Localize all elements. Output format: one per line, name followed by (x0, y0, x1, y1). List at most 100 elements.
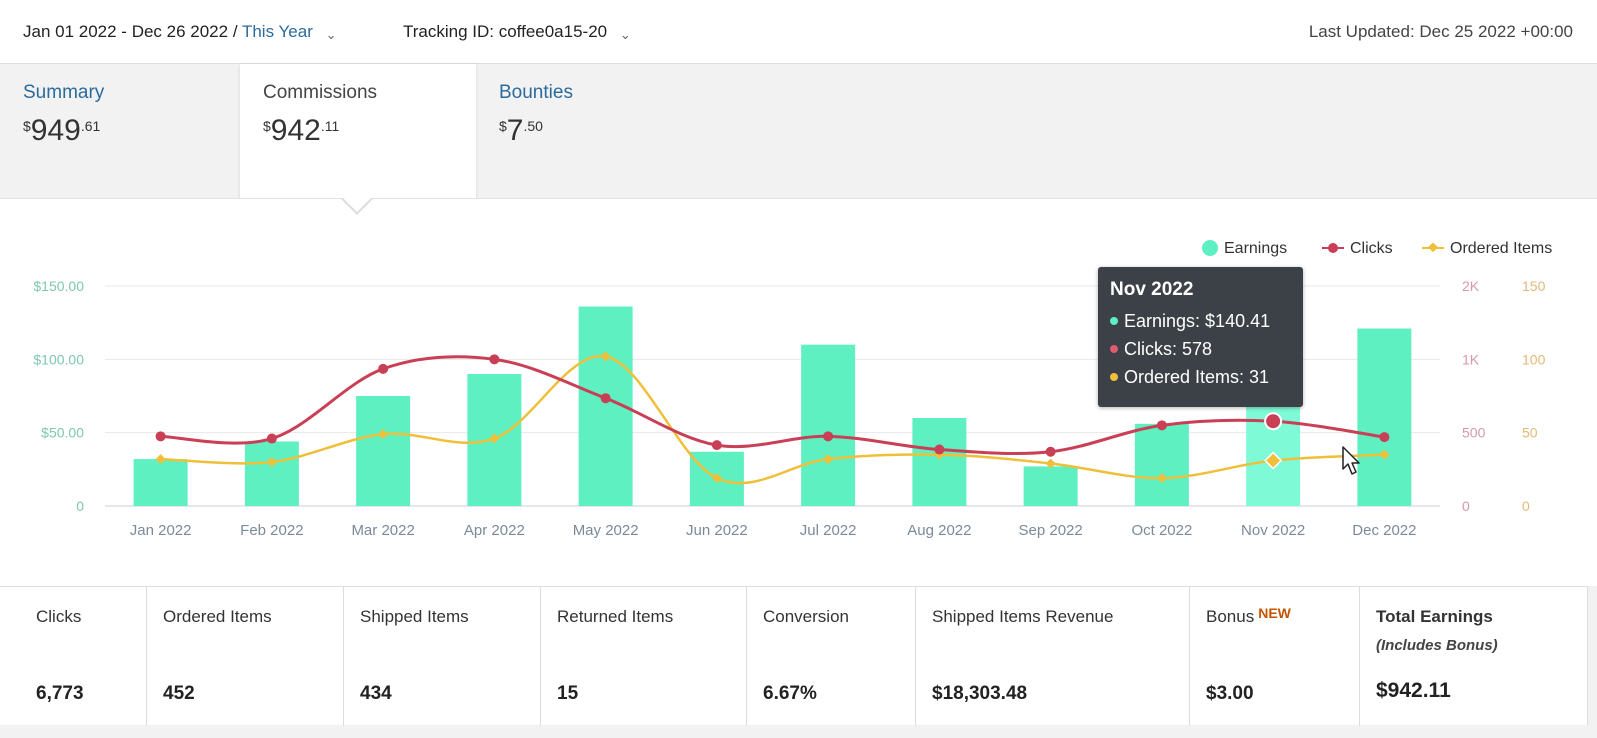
filter-bar: Jan 01 2022 - Dec 26 2022 / This Year ⌄ … (0, 0, 1597, 64)
stat-label: Total Earnings (1376, 607, 1493, 626)
stat-label: Shipped Items (360, 607, 469, 626)
ordered-items-point (266, 456, 277, 468)
clicks-point (489, 354, 500, 365)
x-axis-label: Aug 2022 (907, 522, 971, 539)
chart-legend: Earnings Clicks Ordered Items (1202, 240, 1552, 257)
stat-conversion: Conversion 6.67% (747, 587, 916, 726)
chevron-down-icon[interactable]: ⌄ (619, 27, 631, 42)
earnings-chart[interactable]: 0 0 0 $50.00 500 50 $100.00 1K 100 $150.00 2K 150 Ja… (0, 199, 1597, 587)
ordered-items-point (155, 454, 166, 465)
stats-row: Clicks 6,773 Ordered Items 452 Shipped I… (0, 586, 1588, 726)
tooltip-ordered-items: Ordered Items: 31 (1110, 367, 1291, 388)
x-axis-label: Apr 2022 (464, 522, 525, 539)
earnings-bar (1357, 328, 1412, 506)
date-range-selector[interactable]: Jan 01 2022 - Dec 26 2022 / This Year ⌄ (23, 22, 337, 42)
active-tab-pointer (340, 197, 374, 215)
ordered-items-point (1264, 451, 1283, 470)
tab-bounties[interactable]: Bounties $7.50 (476, 64, 716, 198)
clicks-point (1156, 420, 1167, 431)
x-axis-label: Feb 2022 (240, 522, 303, 539)
mouse-cursor-icon (1342, 446, 1360, 475)
tracking-id-text: Tracking ID: coffee0a15-20 (403, 22, 608, 41)
ordered-items-point (1156, 473, 1167, 484)
ordered-items-point (711, 473, 722, 484)
clicks-point (711, 440, 722, 451)
tracking-id-selector[interactable]: Tracking ID: coffee0a15-20 ⌄ (403, 22, 631, 42)
x-axis-label: Sep 2022 (1019, 522, 1083, 539)
earnings-bar (244, 441, 299, 506)
ordered-items-dot-icon (1110, 373, 1118, 381)
x-axis-label: Oct 2022 (1131, 522, 1192, 539)
tab-label: Summary (23, 82, 105, 103)
legend-clicks-icon (1328, 243, 1338, 253)
tab-amount: $7.50 (499, 114, 543, 147)
clicks-line (160, 355, 1385, 456)
earnings-bar (356, 396, 411, 506)
x-axis-label: Nov 2022 (1241, 522, 1305, 539)
x-axis-label: Jun 2022 (686, 522, 748, 539)
tab-amount: $949.61 (23, 114, 101, 147)
stat-value: 452 (163, 683, 195, 704)
left-axis-tick: 0 (76, 498, 84, 514)
clicks-dot-icon (1110, 345, 1118, 353)
x-axis-label: Mar 2022 (351, 522, 414, 539)
right-axis-tick: 150 (1522, 278, 1546, 294)
stat-sublabel: (Includes Bonus) (1376, 637, 1498, 654)
legend-earnings-icon (1202, 240, 1218, 256)
x-axis-label: May 2022 (573, 522, 639, 539)
ordered-items-point (489, 433, 500, 444)
tooltip-earnings: Earnings: $140.41 (1110, 311, 1291, 332)
stat-value: 15 (557, 683, 579, 704)
tab-commissions[interactable]: Commissions $942.11 (240, 64, 476, 204)
earnings-bar (1134, 423, 1189, 506)
clicks-point (155, 431, 166, 442)
left-axis-tick: $50.00 (41, 425, 84, 441)
stat-label: Returned Items (557, 607, 674, 626)
last-updated: Last Updated: Dec 25 2022 +00:00 (1308, 22, 1573, 41)
tab-amount: $942.11 (263, 114, 340, 147)
x-axis-label: Jul 2022 (800, 522, 857, 539)
stat-label: Clicks (36, 607, 82, 626)
stat-value: 434 (360, 683, 392, 704)
ordered-items-point (1379, 449, 1390, 460)
ordered-items-point (1045, 458, 1056, 469)
date-range-text: Jan 01 2022 - Dec 26 2022 / (23, 22, 238, 41)
tab-label: Bounties (499, 82, 573, 103)
stat-shipped-items: Shipped Items 434 (344, 587, 541, 726)
x-axis-label: Dec 2022 (1352, 522, 1416, 539)
right-axis-tick: 100 (1522, 351, 1546, 367)
stat-returned-items: Returned Items 15 (541, 587, 747, 726)
tab-label: Commissions (263, 82, 378, 103)
earnings-dot-icon (1110, 317, 1118, 325)
stat-value: 6,773 (36, 683, 84, 704)
clicks-point (934, 444, 945, 455)
clicks-point (378, 363, 389, 374)
clicks-point (823, 431, 834, 442)
stat-label: Ordered Items (163, 607, 272, 626)
period-link[interactable]: This Year (241, 22, 313, 41)
clicks-point (1045, 446, 1056, 457)
middle-axis-tick: 2K (1462, 278, 1480, 294)
stat-bonus: Bonus NEW $3.00 (1190, 587, 1360, 726)
stat-value: $18,303.48 (932, 683, 1028, 704)
legend-earnings-label: Earnings (1224, 240, 1287, 257)
chevron-down-icon[interactable]: ⌄ (325, 27, 337, 42)
stat-value: $3.00 (1206, 683, 1254, 704)
right-axis-tick: 50 (1522, 425, 1538, 441)
earnings-bar (912, 418, 967, 506)
middle-axis-tick: 500 (1462, 425, 1486, 441)
stat-label: Conversion (763, 607, 849, 626)
clicks-point (266, 433, 277, 444)
middle-axis-tick: 1K (1462, 351, 1480, 367)
legend-ordered-icon (1428, 242, 1438, 253)
stat-total-earnings: Total Earnings (Includes Bonus) $942.11 (1360, 587, 1588, 726)
legend-ordered-label: Ordered Items (1450, 240, 1552, 257)
clicks-point (1264, 412, 1283, 431)
ordered-items-point (600, 351, 611, 362)
chart-panel: 0 0 0 $50.00 500 50 $100.00 1K 100 $150.00 2K 150 Ja… (0, 198, 1597, 586)
stat-label: Bonus NEW (1206, 605, 1291, 626)
tooltip-title: Nov 2022 (1110, 279, 1194, 300)
left-axis-tick: $100.00 (33, 351, 84, 367)
stat-clicks: Clicks 6,773 (0, 587, 147, 726)
tab-summary[interactable]: Summary $949.61 (0, 64, 240, 198)
